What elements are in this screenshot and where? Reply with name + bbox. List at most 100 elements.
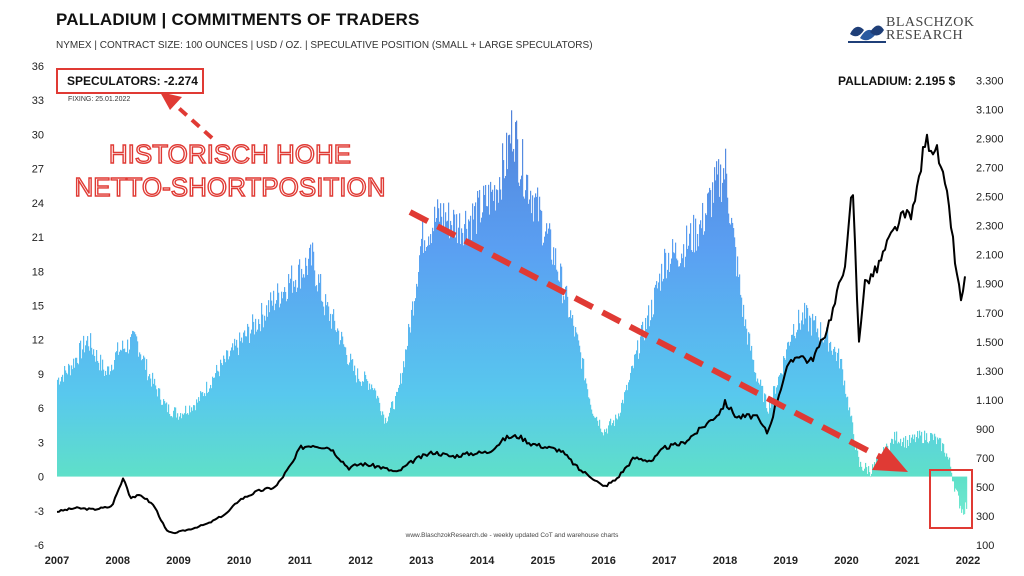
speculators-bar [684, 267, 686, 477]
speculators-bar [591, 409, 593, 477]
speculators-bar [749, 333, 751, 477]
speculators-bar [576, 332, 578, 477]
speculators-bar [679, 266, 681, 477]
speculators-bar [546, 223, 548, 477]
speculators-bar [491, 191, 493, 477]
right-tick-label: 1.100 [976, 395, 1004, 407]
left-tick-label: 3 [38, 437, 44, 449]
speculators-bar [764, 393, 766, 477]
speculators-bar [81, 358, 83, 477]
speculators-bar [783, 356, 785, 477]
x-tick-label: 2015 [531, 555, 555, 567]
x-tick-label: 2021 [895, 555, 919, 567]
speculators-bar [146, 359, 148, 477]
speculators-bar [909, 434, 911, 477]
speculators-bar [310, 244, 312, 477]
speculators-bar [650, 320, 652, 477]
speculators-bar [254, 334, 256, 477]
speculators-bar [505, 175, 507, 477]
speculators-bar [523, 196, 525, 477]
speculators-bar [194, 405, 196, 477]
speculators-bar [501, 199, 503, 477]
speculators-bar [682, 258, 684, 477]
left-tick-label: 36 [32, 61, 44, 73]
speculators-bar [150, 378, 152, 477]
speculators-bar [300, 288, 302, 477]
speculators-bar [170, 416, 172, 477]
speculators-bar [479, 189, 481, 477]
left-tick-label: 15 [32, 301, 44, 313]
speculators-bar [151, 386, 153, 477]
speculators-bar [69, 365, 71, 477]
speculators-bar [97, 360, 99, 477]
speculators-bar [668, 252, 670, 477]
speculators-bar [256, 331, 258, 477]
speculators-bar [825, 336, 827, 477]
speculators-bar [161, 404, 163, 477]
speculators-bar [395, 396, 397, 477]
speculators-bar [542, 245, 544, 477]
speculators-bar [78, 364, 80, 477]
speculators-bar [213, 377, 215, 477]
speculators-bar [451, 225, 453, 477]
speculators-bar [814, 320, 816, 477]
speculators-bar [829, 343, 831, 477]
speculators-bar [958, 476, 960, 496]
speculators-bar [372, 387, 374, 477]
speculators-bar [389, 412, 391, 477]
speculators-bar [467, 241, 469, 477]
speculators-bar [229, 356, 231, 477]
speculators-bar [369, 383, 371, 477]
speculators-bar [266, 305, 268, 477]
annotation-line1: HISTORISCH HOHE [109, 139, 351, 169]
speculators-bar [655, 284, 657, 477]
logo-line1: BLASCHZOK [886, 15, 975, 30]
speculators-bar [208, 391, 210, 477]
speculators-bar [317, 291, 319, 477]
speculators-bar [488, 184, 490, 477]
speculators-bar [353, 370, 355, 477]
speculators-bar [345, 347, 347, 477]
speculators-bar [64, 365, 66, 477]
speculators-bar [778, 376, 780, 477]
speculators-bar [444, 228, 446, 477]
speculators-bar [905, 436, 907, 477]
speculators-bar [337, 328, 339, 477]
speculators-bar [861, 466, 863, 477]
right-tick-label: 1.900 [976, 279, 1004, 291]
speculators-bar [800, 329, 802, 477]
speculators-bar [817, 328, 819, 477]
speculators-bar [919, 430, 921, 477]
speculators-bar [964, 476, 966, 515]
speculators-bar [101, 370, 103, 477]
speculators-bar [237, 347, 239, 477]
speculators-bar [272, 305, 274, 477]
speculators-bar [209, 388, 211, 477]
speculators-bar [563, 296, 565, 477]
speculators-bar [533, 221, 535, 477]
speculators-bar [503, 160, 505, 477]
speculators-bar [868, 466, 870, 477]
speculators-bar [509, 134, 511, 477]
speculators-bar [756, 381, 758, 477]
speculators-bar [777, 385, 779, 477]
speculators-bar [775, 393, 777, 477]
speculators-bar [544, 236, 546, 477]
speculators-bar [813, 320, 815, 477]
speculators-bar [331, 328, 333, 477]
speculators-bar [236, 339, 238, 477]
speculators-bar [279, 307, 281, 477]
speculators-bar [942, 443, 944, 477]
speculators-bar [851, 415, 853, 477]
left-tick-label: 30 [32, 129, 44, 141]
speculators-bar [486, 206, 488, 477]
speculators-bar [643, 337, 645, 477]
speculators-bar [261, 302, 263, 477]
speculators-bar [79, 343, 81, 477]
speculators-bar [133, 331, 135, 477]
speculators-bar [812, 313, 814, 477]
speculators-bar [420, 246, 422, 477]
speculators-bar [498, 202, 500, 477]
speculators-bar [809, 315, 811, 477]
